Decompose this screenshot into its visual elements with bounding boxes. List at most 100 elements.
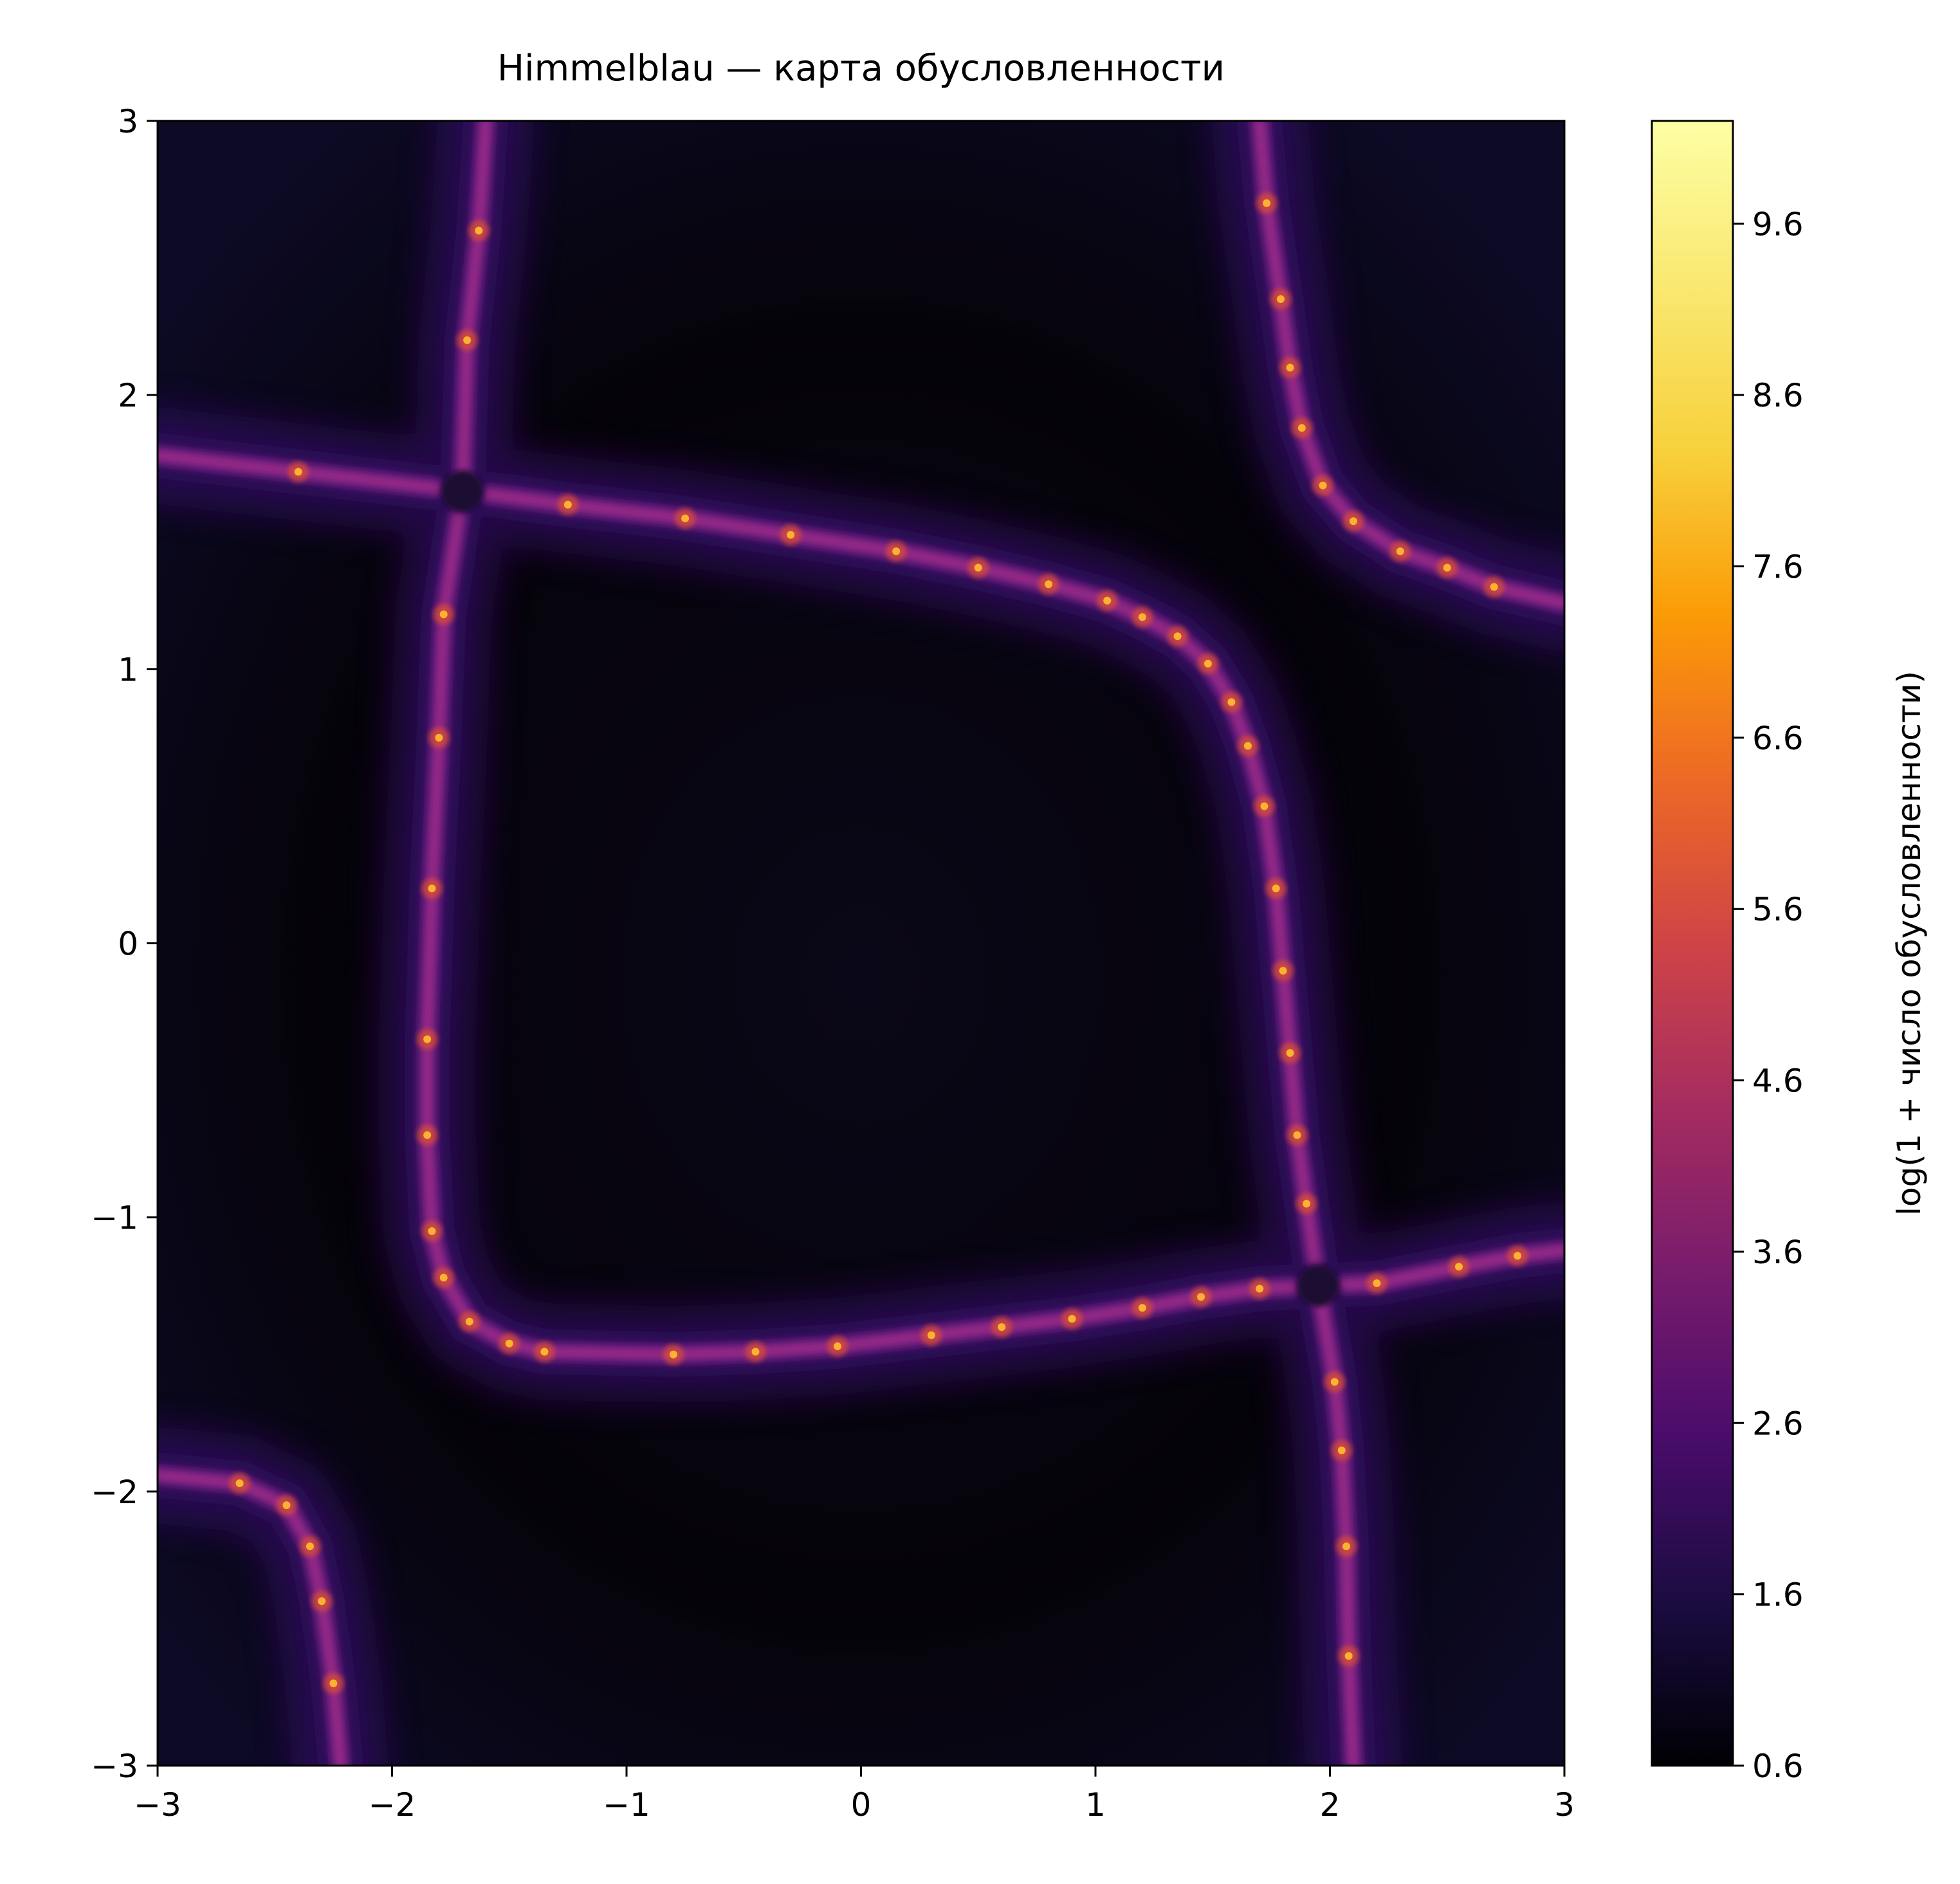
colorbar-tick-label-2: 2.6 — [1752, 1405, 1804, 1442]
ridge-point-core-3-3 — [1342, 1542, 1351, 1551]
x-tick-label-1: −2 — [369, 1786, 416, 1824]
ridge-point-core-0-1 — [294, 468, 302, 476]
ridge-point-core-1-12 — [751, 1348, 760, 1356]
x-axis: −3 −2 −1 0 1 2 3 — [134, 1766, 1575, 1824]
ridge-point-core-0-19 — [1293, 1131, 1301, 1139]
ridge-point-core-1-19 — [1256, 1285, 1264, 1293]
colorbar-tick-label-0: 0.6 — [1752, 1748, 1804, 1785]
ridge-point-core-1-2 — [435, 733, 443, 742]
ridge-point-core-5-5 — [1319, 481, 1327, 489]
colorbar-ticks: 0.6 1.6 2.6 3.6 4.6 5.6 6.6 7.6 8.6 9.6 — [1733, 206, 1804, 1785]
ridge-point-core-5-4 — [1297, 424, 1306, 432]
ridge-point-core-1-10 — [540, 1348, 549, 1356]
ridge-point-core-5-7 — [1396, 547, 1404, 556]
colorbar-label: log(1 + число обусловленности) — [1891, 671, 1928, 1216]
ridge-point-core-3-2 — [1337, 1446, 1346, 1454]
ridge-point-core-0-8 — [1045, 580, 1053, 589]
x-tick-label-6: 3 — [1554, 1786, 1575, 1824]
x-tick-label-3: 0 — [851, 1786, 872, 1824]
ridge-point-core-0-10 — [1138, 613, 1146, 621]
ridge-point-core-5-9 — [1490, 583, 1498, 591]
y-tick-label-5: 2 — [118, 377, 138, 414]
ridge-point-core-1-3 — [428, 884, 436, 893]
ridge-point-core-3-4 — [1344, 1652, 1353, 1660]
ridge-point-core-5-6 — [1349, 517, 1357, 526]
colorbar: 0.6 1.6 2.6 3.6 4.6 5.6 6.6 7.6 8.6 9.6 log(1 + ч… — [1651, 120, 1928, 1785]
ridge-point-core-0-3 — [563, 500, 572, 509]
colorbar-tick-label-7: 7.6 — [1752, 549, 1804, 586]
ridge-point-core-0-16 — [1272, 884, 1280, 893]
ridge-point-core-6-5 — [329, 1679, 338, 1688]
ridge-point-core-2-1 — [1373, 1279, 1381, 1287]
ridge-point-core-6-3 — [306, 1542, 314, 1551]
ridge-point-core-0-9 — [1103, 596, 1112, 605]
ridge-point-core-1-4 — [423, 1035, 432, 1043]
y-tick-label-0: −3 — [91, 1748, 138, 1785]
colorbar-tick-label-3: 3.6 — [1752, 1234, 1804, 1271]
ridge-point-core-5-1 — [1263, 199, 1271, 207]
y-tick-label-2: −1 — [91, 1200, 138, 1237]
ridge-point-core-6-4 — [318, 1597, 326, 1605]
ridge-point-core-1-18 — [1197, 1293, 1205, 1301]
ridge-point-core-5-2 — [1276, 295, 1285, 304]
y-tick-label-1: −2 — [91, 1474, 138, 1511]
ridge-point-core-1-8 — [465, 1317, 473, 1326]
x-tick-label-4: 1 — [1085, 1786, 1106, 1824]
ridge-point-core-1-16 — [1068, 1315, 1076, 1323]
ridge-center-4 — [459, 121, 489, 494]
ridge-point-core-0-15 — [1260, 802, 1269, 810]
ridge-point-core-1-15 — [998, 1323, 1006, 1331]
y-tick-label-4: 1 — [118, 651, 138, 688]
singular-point-0 — [441, 470, 483, 512]
ridge-point-core-0-13 — [1227, 698, 1236, 706]
ridge-point-core-2-3 — [1514, 1252, 1522, 1260]
ridge-point-core-4-1 — [463, 336, 472, 344]
colorbar-tick-label-6: 6.6 — [1752, 720, 1804, 757]
ridge-point-core-1-17 — [1138, 1304, 1146, 1312]
singular-point-1 — [1297, 1265, 1339, 1307]
ridge-point-core-5-3 — [1286, 363, 1294, 372]
ridge-point-core-0-20 — [1303, 1200, 1311, 1208]
y-tick-label-3: 0 — [118, 926, 138, 963]
ridge-point-core-1-14 — [927, 1331, 935, 1339]
ridge-point-core-6-1 — [235, 1479, 244, 1488]
ridge-point-core-3-1 — [1330, 1378, 1339, 1386]
ridge-point-core-1-7 — [439, 1274, 448, 1282]
chart-title: Himmelblau — карта обусловленности — [497, 48, 1225, 89]
ridge-point-core-5-8 — [1443, 563, 1451, 572]
ridge-point-core-0-5 — [787, 531, 795, 539]
colorbar-tick-label-9: 9.6 — [1752, 206, 1804, 243]
ridge-point-core-0-11 — [1173, 632, 1182, 641]
colorbar-tick-label-5: 5.6 — [1752, 891, 1804, 928]
ridge-hotspot-layer — [229, 192, 1528, 1694]
ridge-point-core-6-2 — [282, 1501, 291, 1510]
ridge-point-core-0-14 — [1243, 742, 1252, 750]
ridge-point-core-1-13 — [834, 1342, 842, 1350]
x-tick-label-0: −3 — [134, 1786, 181, 1824]
ridge-point-core-0-12 — [1204, 659, 1212, 668]
y-tick-label-6: 3 — [118, 103, 138, 140]
ridge-center-0 — [158, 452, 1321, 1289]
colorbar-tick-label-1: 1.6 — [1752, 1577, 1804, 1614]
ridge-point-core-1-6 — [428, 1227, 436, 1235]
ridge-point-core-0-4 — [681, 514, 690, 522]
ridge-point-core-0-18 — [1286, 1048, 1294, 1057]
ridge-point-core-0-17 — [1279, 967, 1287, 975]
x-tick-label-5: 2 — [1320, 1786, 1341, 1824]
ridge-point-core-1-5 — [423, 1131, 432, 1139]
ridge-point-core-2-2 — [1454, 1263, 1463, 1271]
ridge-point-core-1-1 — [439, 610, 448, 619]
ridge-point-core-1-11 — [669, 1350, 677, 1358]
x-tick-label-2: −1 — [603, 1786, 650, 1824]
y-axis: −3 −2 −1 0 1 2 3 — [91, 103, 158, 1785]
ridge-point-core-4-2 — [475, 226, 483, 235]
colorbar-gradient — [1651, 120, 1734, 1767]
colorbar-tick-label-8: 8.6 — [1752, 377, 1804, 414]
plot-area — [158, 121, 1564, 1766]
colorbar-tick-label-4: 4.6 — [1752, 1063, 1804, 1100]
ridge-center-3 — [1315, 1283, 1356, 1766]
ridge-point-core-1-9 — [505, 1339, 513, 1348]
ridge-point-core-0-7 — [974, 563, 982, 572]
ridge-point-core-0-6 — [892, 547, 901, 556]
